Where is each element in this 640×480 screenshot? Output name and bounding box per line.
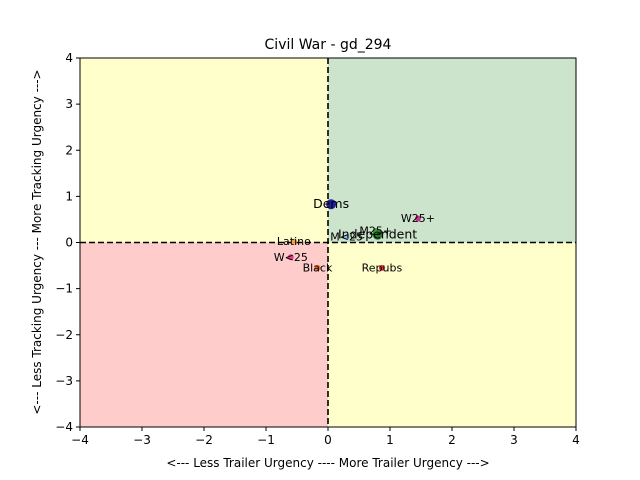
x-tick-label: 4	[572, 433, 580, 447]
quadrant-bottom-right	[328, 242, 576, 427]
chart-title: Civil War - gd_294	[265, 37, 392, 53]
point-repubs	[378, 264, 385, 271]
point-label-latino: Latino	[277, 235, 311, 248]
y-tick-label: 2	[65, 143, 73, 157]
point-dems	[326, 199, 337, 210]
point-label-independent: Independent	[338, 227, 417, 242]
point-label-black: Black	[303, 261, 333, 274]
x-tick-label: −4	[71, 433, 89, 447]
y-axis-ticks: −4 −3 −2 −1 0 1 2 3 4	[55, 51, 80, 434]
point-labels: Dems Independent Repubs W25+ M25+ Latino W<25B…	[274, 196, 435, 274]
y-tick-label: −2	[55, 328, 73, 342]
x-tick-label: 0	[324, 433, 332, 447]
y-tick-label: −4	[55, 420, 73, 434]
x-tick-label: −1	[257, 433, 275, 447]
y-tick-label: −1	[55, 282, 73, 296]
quadrant-backgrounds	[80, 58, 576, 427]
y-tick-label: 1	[65, 189, 73, 203]
x-tick-label: 2	[448, 433, 456, 447]
x-axis-label: <--- Less Trailer Urgency ---- More Trai…	[166, 456, 489, 470]
point-m-25	[343, 233, 350, 240]
x-tick-label: −3	[133, 433, 151, 447]
data-points	[287, 199, 421, 271]
point-w-25	[287, 254, 294, 261]
x-axis-ticks: −4 −3 −2 −1 0 1 2 3 4	[71, 427, 580, 447]
y-axis-label: <--- Less Tracking Urgency --- More Trac…	[30, 69, 44, 414]
point-label-dems: Dems	[313, 196, 349, 211]
y-tick-label: 3	[65, 97, 73, 111]
reference-lines	[80, 58, 576, 427]
point-label-m25-: M25+	[359, 224, 392, 237]
point-m25-	[372, 227, 379, 234]
x-tick-label: −2	[195, 433, 213, 447]
point-label-w-25: W<25	[274, 251, 308, 264]
y-tick-label: −3	[55, 374, 73, 388]
y-tick-label: 4	[65, 51, 73, 65]
point-label-w25-: W25+	[401, 212, 435, 225]
point-label-repubs: Repubs	[362, 261, 403, 274]
point-black	[314, 264, 321, 271]
point-label-m-25: M<25	[330, 230, 363, 243]
quadrant-bottom-left	[80, 242, 328, 427]
point-latino	[290, 238, 297, 245]
y-tick-label: 0	[65, 236, 73, 250]
quadrant-top-right	[328, 58, 576, 243]
quadrant-top-left	[80, 58, 328, 243]
x-tick-label: 1	[386, 433, 394, 447]
point-w25-	[414, 215, 421, 222]
x-tick-label: 3	[510, 433, 518, 447]
